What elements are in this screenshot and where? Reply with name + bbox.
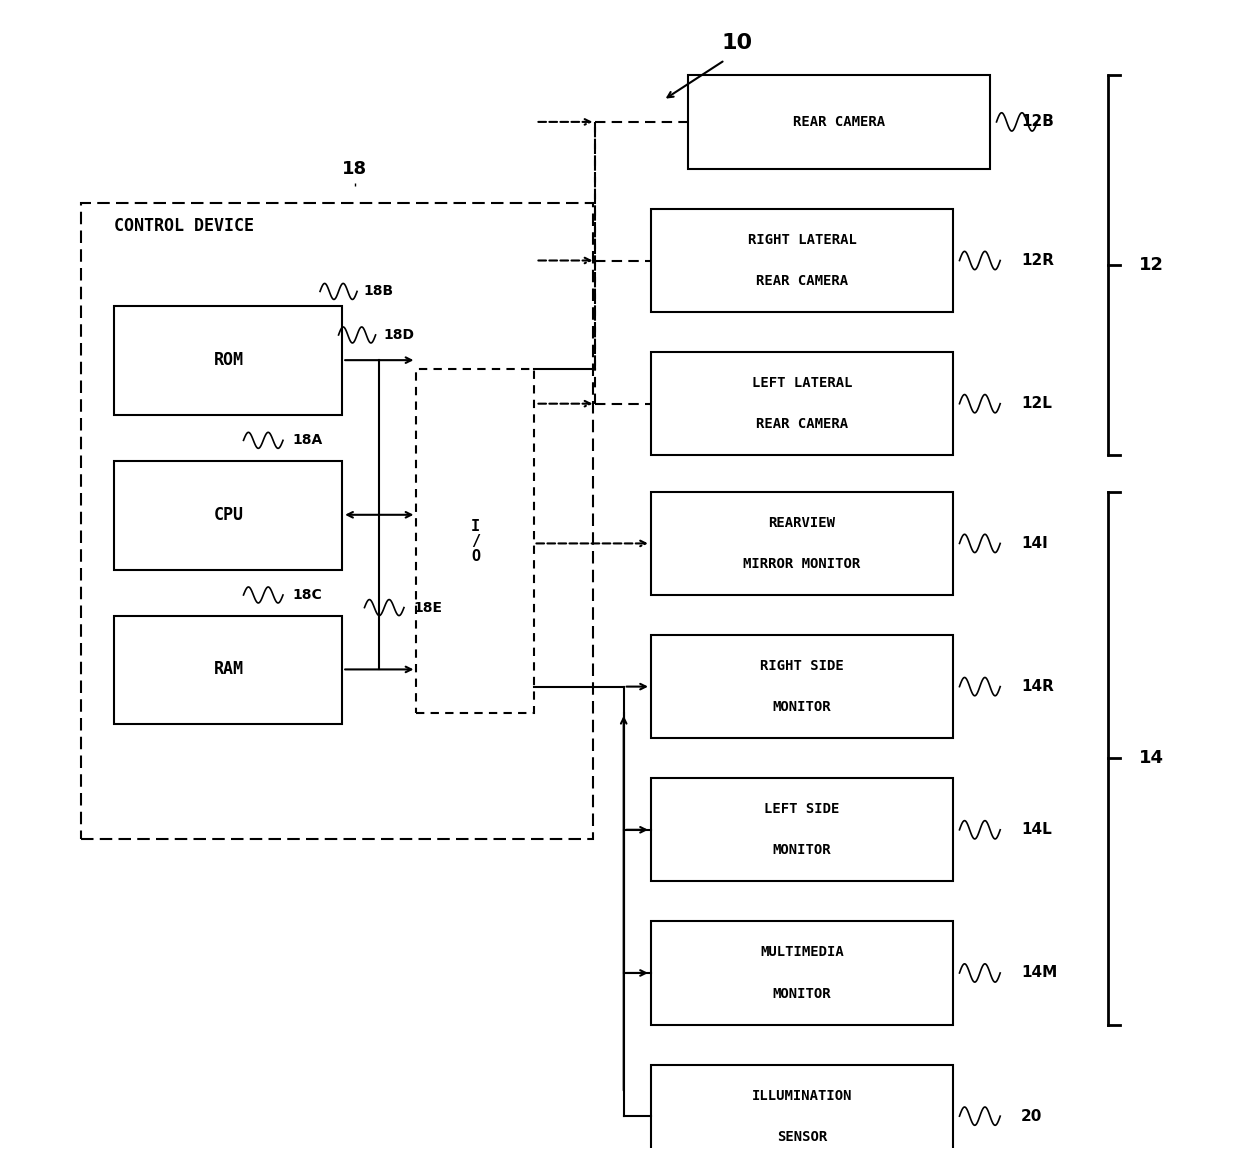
Text: RAM: RAM [213,661,244,678]
Text: REAR CAMERA: REAR CAMERA [794,115,885,129]
Text: MONITOR: MONITOR [773,986,831,1000]
FancyBboxPatch shape [651,635,954,738]
Text: REAR CAMERA: REAR CAMERA [756,274,848,288]
Text: 20: 20 [1022,1108,1043,1123]
FancyBboxPatch shape [114,616,342,724]
Text: 10: 10 [722,33,753,53]
Text: 18: 18 [342,160,367,178]
FancyBboxPatch shape [651,778,954,882]
FancyBboxPatch shape [651,352,954,456]
Text: 18B: 18B [363,284,393,298]
Text: LEFT SIDE: LEFT SIDE [764,802,839,816]
Text: 12B: 12B [1022,114,1054,129]
Text: MONITOR: MONITOR [773,700,831,715]
FancyBboxPatch shape [651,922,954,1024]
Text: ROM: ROM [213,351,244,369]
FancyBboxPatch shape [651,209,954,312]
Text: RIGHT LATERAL: RIGHT LATERAL [748,233,857,246]
Text: 14R: 14R [1022,679,1054,694]
FancyBboxPatch shape [81,204,593,839]
Text: 14: 14 [1138,749,1163,768]
Text: 18C: 18C [293,588,322,602]
Text: I
/
O: I / O [471,519,480,564]
Text: 12: 12 [1138,256,1163,274]
FancyBboxPatch shape [688,75,991,169]
Text: 14I: 14I [1022,536,1048,551]
FancyBboxPatch shape [114,460,342,570]
Text: 14M: 14M [1022,966,1058,981]
Text: CONTROL DEVICE: CONTROL DEVICE [114,218,254,235]
FancyBboxPatch shape [651,491,954,595]
Text: REARVIEW: REARVIEW [769,516,836,529]
FancyBboxPatch shape [651,1065,954,1151]
Text: RIGHT SIDE: RIGHT SIDE [760,660,844,673]
FancyBboxPatch shape [114,306,342,416]
Text: MULTIMEDIA: MULTIMEDIA [760,945,844,959]
Text: ILLUMINATION: ILLUMINATION [751,1089,852,1103]
Text: CPU: CPU [213,505,244,524]
Text: MONITOR: MONITOR [773,844,831,857]
Text: 14L: 14L [1022,822,1052,837]
Text: 12R: 12R [1022,253,1054,268]
Text: 12L: 12L [1022,396,1052,411]
Text: 18E: 18E [414,601,443,615]
Text: SENSOR: SENSOR [777,1130,827,1144]
FancyBboxPatch shape [417,369,533,712]
Text: LEFT LATERAL: LEFT LATERAL [751,376,852,390]
Text: MIRROR MONITOR: MIRROR MONITOR [744,557,861,571]
Text: 18D: 18D [383,328,414,342]
Text: REAR CAMERA: REAR CAMERA [756,418,848,432]
Text: 18A: 18A [293,433,324,448]
